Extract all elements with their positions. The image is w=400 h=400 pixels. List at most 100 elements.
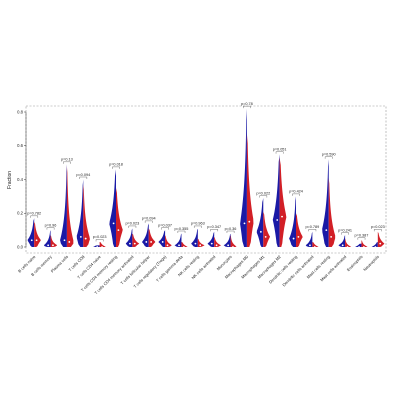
violin-right	[312, 241, 319, 247]
violin-right	[148, 228, 156, 247]
violin-left	[240, 108, 247, 247]
y-tick-label: 0.2	[17, 211, 23, 216]
violin-left	[158, 230, 166, 247]
median-marker	[79, 235, 82, 238]
pvalue-bracket	[128, 225, 137, 228]
median-marker	[264, 235, 267, 238]
median-marker	[276, 219, 279, 221]
median-marker	[215, 244, 218, 247]
violin-pair	[141, 223, 156, 247]
pvalue-bracket	[95, 239, 104, 242]
median-marker	[150, 241, 153, 243]
violin-pair	[207, 231, 222, 247]
median-marker	[248, 220, 251, 223]
pvalue-label: p=0.387	[355, 234, 369, 238]
pvalue-label: p=0.023	[371, 225, 385, 229]
median-marker	[346, 246, 349, 248]
pvalue-label: p=0.347	[207, 225, 221, 229]
violin-left	[125, 228, 133, 247]
violin-left	[305, 231, 313, 247]
pvalue-label: p=0.96	[45, 223, 57, 227]
pvalue-bracket	[308, 229, 317, 232]
pvalue-label: p=0.094	[142, 217, 156, 221]
median-marker	[374, 246, 377, 248]
violin-left	[174, 233, 182, 247]
violin-pair	[125, 228, 140, 247]
x-category-label: Dendritic cells resting	[268, 254, 298, 284]
median-marker	[309, 244, 311, 247]
violin-right	[296, 213, 303, 247]
x-category-label: T cells follicular helper	[119, 254, 151, 286]
violin-right	[345, 238, 352, 247]
violin-right	[83, 184, 90, 247]
median-marker	[232, 246, 234, 248]
median-marker	[227, 244, 230, 247]
pvalue-label: p=0.023	[125, 222, 139, 226]
pvalue-bracket	[324, 156, 333, 159]
violin-pair	[191, 228, 205, 247]
violin-left	[256, 198, 264, 247]
y-tick-label: 0.8	[17, 109, 23, 114]
median-marker	[379, 242, 382, 245]
median-marker	[178, 244, 180, 247]
pvalue-bracket	[259, 195, 268, 198]
violin-right	[34, 221, 41, 247]
pvalue-bracket	[374, 229, 382, 232]
pvalue-label: p=0.789	[305, 225, 319, 229]
pvalue-bracket	[357, 237, 366, 240]
violin-right	[361, 240, 368, 247]
y-axis: 0.0 0.2 0.4 0.6 0.8	[17, 109, 27, 249]
pvalue-label: p=0.051	[273, 147, 287, 151]
violin-left	[60, 164, 67, 247]
violin-right	[132, 233, 140, 247]
violin-pair	[174, 233, 188, 248]
pvalue-label: p=0.037	[158, 223, 172, 227]
pvalue-label: p=0.36	[225, 227, 237, 231]
y-tick-label: 0.6	[17, 143, 23, 148]
violin-right	[328, 177, 336, 247]
pvalue-bracket	[194, 225, 202, 228]
violin-left	[354, 243, 362, 247]
pvalue-bracket	[112, 166, 120, 169]
violin-right	[279, 157, 287, 247]
violin-pair	[305, 231, 319, 248]
violin-left	[289, 196, 296, 247]
median-marker	[63, 239, 66, 242]
median-marker	[117, 229, 120, 232]
violin-pair	[322, 159, 336, 247]
median-marker	[341, 244, 344, 247]
y-axis-title: Fraction	[7, 171, 13, 189]
median-marker	[362, 246, 365, 248]
violin-left	[191, 228, 198, 247]
median-marker	[182, 246, 185, 248]
violin-left	[92, 245, 100, 247]
plot-frame	[25, 105, 387, 254]
violin-right	[197, 238, 205, 247]
median-marker	[313, 246, 316, 248]
pvalue-bracket	[144, 220, 153, 223]
pvalue-label: p=0.241	[338, 228, 352, 232]
violin-right	[50, 235, 58, 247]
violin-left	[27, 218, 35, 247]
violin-left	[338, 235, 346, 247]
median-marker	[145, 241, 148, 243]
pvalue-bracket	[292, 193, 300, 196]
violin-pair	[92, 241, 106, 248]
median-marker	[330, 235, 333, 238]
violin-left	[76, 179, 84, 247]
median-marker	[281, 215, 283, 218]
violins-layer	[27, 108, 385, 248]
violin-pair	[240, 108, 254, 247]
pvalue-bracket	[177, 230, 186, 233]
median-marker	[68, 241, 71, 243]
violin-pair	[76, 179, 90, 247]
median-marker	[133, 242, 136, 245]
violin-pair	[109, 169, 123, 247]
violin-right	[377, 231, 385, 247]
violin-left	[322, 159, 329, 247]
median-marker	[194, 242, 197, 245]
pvalue-bracket	[275, 151, 284, 154]
median-marker	[112, 222, 115, 225]
pvalue-bracket	[79, 176, 88, 179]
